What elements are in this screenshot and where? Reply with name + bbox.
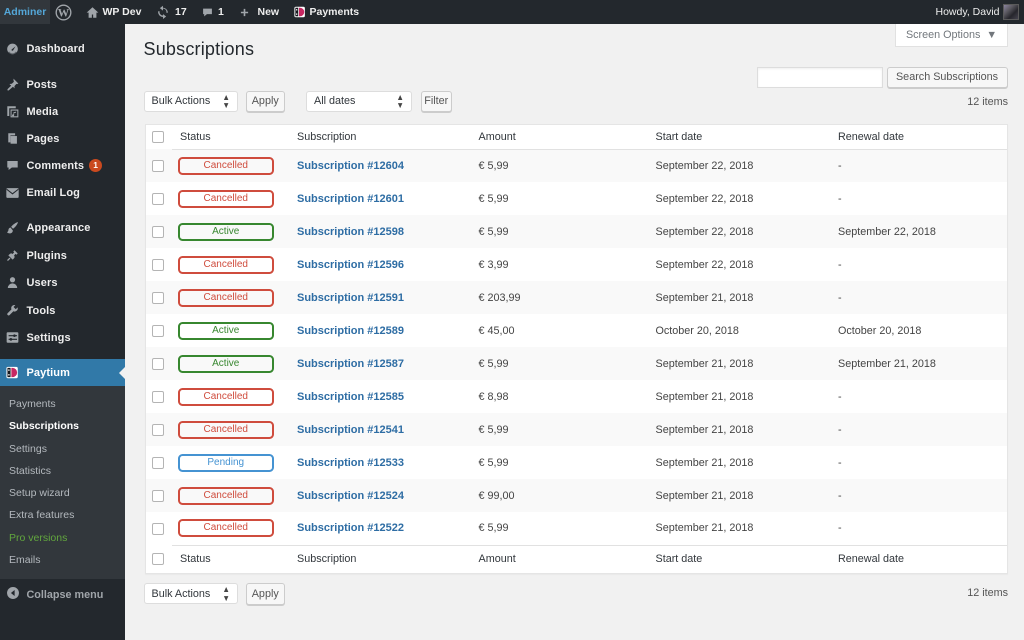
- svg-text:W: W: [58, 7, 70, 19]
